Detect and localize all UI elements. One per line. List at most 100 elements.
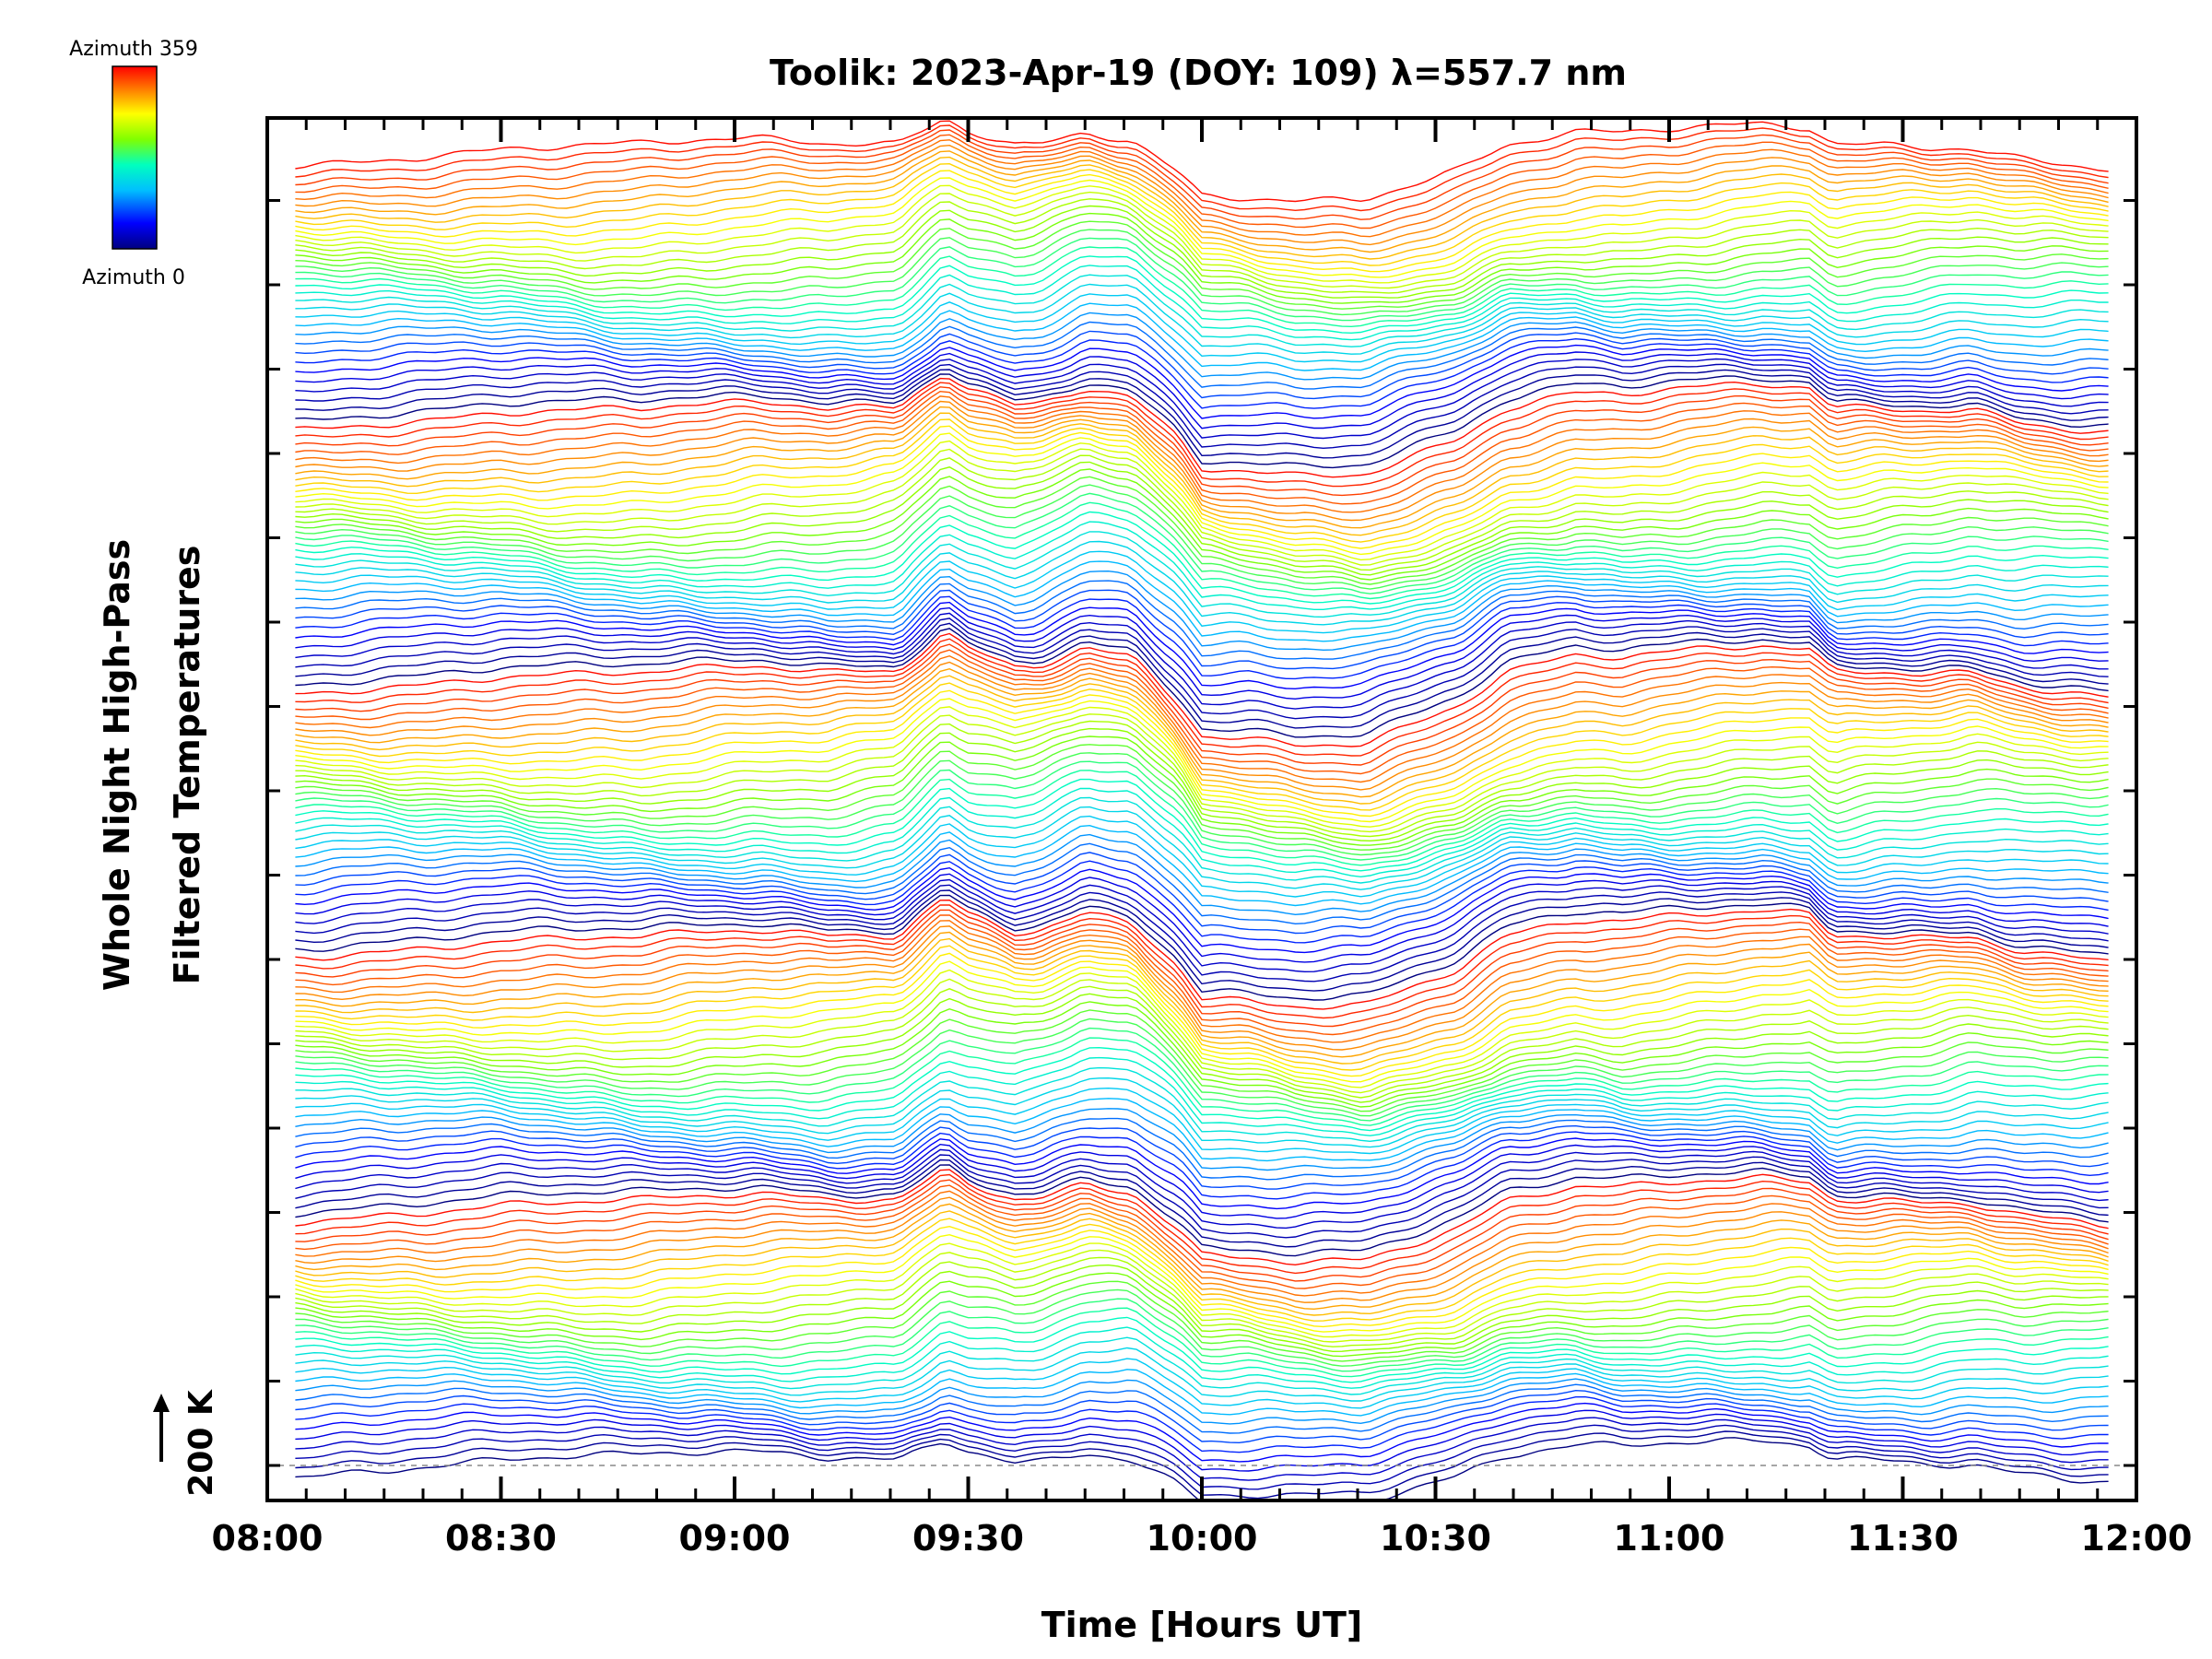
series-line — [295, 144, 2109, 246]
series-line — [295, 440, 2109, 561]
series-line — [295, 1298, 2109, 1372]
series-line — [295, 852, 2109, 935]
series-line — [295, 177, 2109, 278]
series-line — [295, 283, 2109, 355]
series-line — [295, 363, 2109, 450]
series-line — [295, 787, 2109, 878]
series-line — [295, 806, 2109, 890]
series-line — [295, 661, 2109, 791]
series-line — [295, 612, 2109, 710]
series-line — [295, 909, 2109, 1028]
series-line — [295, 1159, 2109, 1248]
series-line — [295, 358, 2109, 440]
series-line — [295, 860, 2109, 944]
series-line — [295, 1066, 2109, 1143]
series-line — [295, 894, 2109, 1001]
series-line — [295, 842, 2109, 925]
series-line — [295, 1154, 2109, 1239]
series-line — [295, 899, 2109, 1010]
series-line — [295, 484, 2109, 590]
series-line — [295, 1233, 2109, 1333]
series-line — [295, 643, 2109, 766]
series-line — [295, 432, 2109, 556]
series-line — [295, 1389, 2109, 1444]
series-line — [295, 713, 2109, 833]
series-line — [295, 1402, 2109, 1463]
x-tick-label: 08:00 — [212, 1518, 324, 1559]
series-line — [295, 312, 2109, 381]
series-line — [295, 406, 2109, 529]
x-tick-label: 11:00 — [1614, 1518, 1725, 1559]
series-line — [295, 1143, 2109, 1219]
series-line — [295, 511, 2109, 605]
series-line — [295, 1316, 2109, 1383]
series-line — [295, 873, 2109, 963]
series-line — [295, 1077, 2109, 1148]
series-line — [295, 265, 2109, 341]
series-line — [295, 395, 2109, 513]
series-line — [295, 1046, 2109, 1132]
scale-bar-label: 200 K — [182, 1389, 220, 1497]
y-axis-label-line1: Whole Night High-Pass — [97, 539, 137, 991]
tick-group — [265, 118, 2138, 1500]
series-line — [295, 162, 2109, 266]
series-line — [295, 1164, 2109, 1257]
series-line — [295, 377, 2109, 478]
series-line — [295, 454, 2109, 571]
series-line — [295, 632, 2109, 747]
series-line — [295, 1179, 2109, 1282]
x-tick-label: 09:00 — [679, 1518, 791, 1559]
x-tick-label: 09:30 — [912, 1518, 1024, 1559]
series-line — [295, 698, 2109, 823]
scale-bar: 200 K — [153, 1389, 220, 1497]
series-group — [295, 120, 2109, 1500]
series-line — [295, 170, 2109, 273]
series-line — [295, 752, 2109, 856]
colorbar-top-label: Azimuth 359 — [69, 38, 198, 61]
series-line — [295, 889, 2109, 992]
series-line — [295, 521, 2109, 610]
series-line — [295, 1210, 2109, 1316]
series-line — [295, 382, 2109, 488]
series-line — [295, 1378, 2109, 1425]
series-line — [295, 274, 2109, 347]
x-tick-labels: 08:00 08:30 09:00 09:30 10:00 10:30 11:00 11:30… — [212, 1518, 2193, 1559]
series-line — [295, 1148, 2109, 1230]
series-line — [295, 418, 2109, 543]
series-line — [295, 601, 2109, 690]
series-line — [295, 878, 2109, 973]
series-line — [295, 904, 2109, 1019]
series-line — [295, 1087, 2109, 1155]
series-line — [295, 1264, 2109, 1353]
series-line — [295, 156, 2109, 260]
series-line — [295, 461, 2109, 576]
series-line — [295, 866, 2109, 954]
series-line — [295, 1027, 2109, 1122]
series-line — [295, 824, 2109, 907]
series-line — [295, 448, 2109, 566]
colorbar-bottom-label: Azimuth 0 — [82, 266, 185, 289]
series-line — [295, 735, 2109, 846]
series-line — [295, 531, 2109, 618]
series-line — [295, 1395, 2109, 1453]
series-line — [295, 1242, 2109, 1338]
series-line — [295, 373, 2109, 469]
series-line — [295, 1280, 2109, 1362]
series-line — [295, 570, 2109, 652]
series-line — [295, 1326, 2109, 1389]
series-line — [295, 1383, 2109, 1434]
series-line — [295, 1347, 2109, 1402]
x-tick-label: 11:30 — [1847, 1518, 1959, 1559]
series-line — [295, 330, 2109, 400]
series-line — [295, 337, 2109, 409]
series-line — [295, 386, 2109, 497]
series-line — [295, 1437, 2109, 1500]
series-line — [295, 925, 2109, 1051]
series-line — [295, 960, 2109, 1083]
series-line — [295, 476, 2109, 585]
scale-arrow-head — [153, 1394, 170, 1412]
series-line — [295, 1288, 2109, 1367]
series-line — [295, 468, 2109, 581]
series-line — [295, 400, 2109, 522]
